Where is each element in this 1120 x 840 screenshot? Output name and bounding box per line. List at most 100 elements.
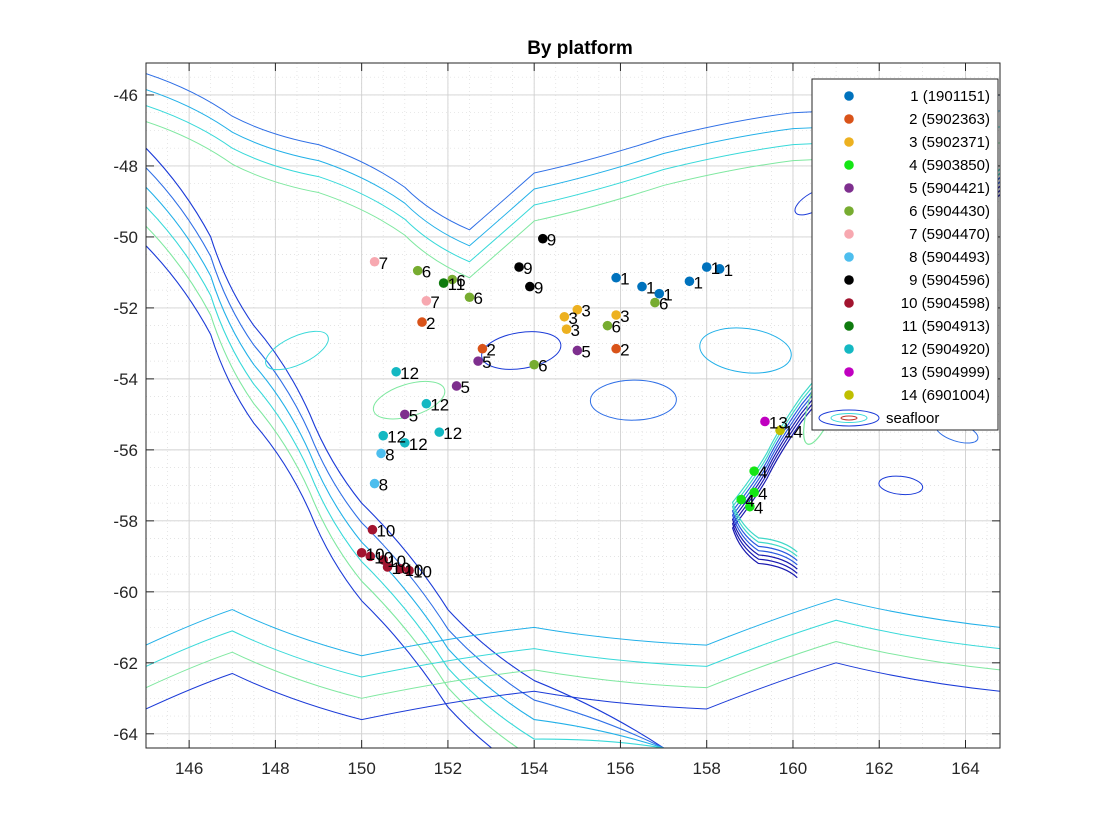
legend: 1 (1901151) 2 (5902363) 3 (5902371) 4 (5903… (811, 78, 999, 431)
x-tick-label: 158 (693, 759, 721, 778)
point-label: 2 (486, 341, 495, 360)
data-point (749, 487, 759, 498)
data-point (736, 494, 747, 505)
data-point (514, 262, 524, 272)
plateau-contour (699, 327, 792, 374)
plateau-contour (265, 330, 329, 371)
data-point (369, 478, 380, 489)
point-label: 5 (409, 406, 418, 425)
point-label: 12 (387, 428, 406, 447)
point-label: 10 (387, 552, 406, 571)
data-point (365, 551, 376, 562)
legend-marker (844, 137, 854, 147)
shelf-contour (146, 89, 1000, 247)
point-label: 6 (456, 272, 465, 291)
point-label: 3 (568, 309, 577, 328)
point-label: 6 (422, 263, 431, 282)
point-label: 10 (366, 545, 385, 564)
point-label: 4 (754, 499, 763, 518)
y-tick-label: -48 (113, 157, 138, 176)
x-tick-label: 148 (261, 759, 289, 778)
shelf-contour (146, 105, 1000, 263)
legend-entry: 8 (5904493) (909, 249, 990, 266)
point-label: 5 (482, 353, 491, 372)
legend-marker (844, 160, 854, 170)
data-point (417, 317, 427, 327)
data-point (434, 427, 445, 437)
legend-marker (844, 275, 854, 285)
point-label: 9 (523, 259, 532, 278)
point-label: 9 (534, 279, 543, 298)
data-point (464, 292, 475, 303)
point-label: 4 (758, 484, 767, 503)
data-point (572, 304, 583, 315)
y-tick-label: -58 (113, 512, 138, 531)
legend-entry: 7 (5904470) (909, 226, 990, 243)
data-point (399, 409, 410, 420)
legend-marker (844, 91, 854, 101)
y-tick-label: -46 (113, 86, 138, 105)
point-label: 2 (620, 341, 629, 360)
data-point (529, 359, 539, 370)
plateau-contour (372, 380, 446, 420)
legend-entry: 9 (5904596) (909, 272, 990, 289)
data-point (611, 343, 621, 354)
legend-entry: 10 (5904598) (901, 295, 990, 312)
seafloor-patch-contour (878, 475, 924, 496)
point-label: 6 (659, 295, 668, 314)
legend-entry: 2 (5902363) (909, 111, 990, 128)
point-label: 4 (758, 463, 767, 482)
data-point (356, 547, 367, 558)
data-point (395, 563, 406, 574)
point-label: 7 (430, 293, 439, 312)
legend-marker (844, 206, 854, 216)
data-point (775, 425, 785, 436)
data-point (473, 356, 483, 366)
data-point (561, 324, 572, 334)
data-point (412, 265, 423, 276)
legend-box (811, 78, 999, 431)
point-label: 1 (620, 270, 629, 289)
data-point (451, 381, 462, 391)
data-point (714, 264, 725, 274)
data-point (525, 281, 535, 292)
point-label: 5 (461, 378, 470, 397)
legend-marker (844, 367, 854, 377)
abyssal-contour (146, 619, 1000, 678)
point-label: 7 (379, 254, 388, 273)
legend-marker (844, 252, 854, 262)
legend-entry: 12 (5904920) (901, 341, 990, 358)
legend-seafloor-icon (818, 409, 880, 427)
data-point (749, 466, 759, 476)
x-tick-label: 162 (865, 759, 893, 778)
legend-marker (844, 321, 854, 331)
axes-box (145, 62, 1001, 749)
point-label: 8 (379, 476, 388, 495)
point-label: 11 (448, 275, 466, 294)
data-point (378, 430, 389, 441)
data-point (745, 501, 755, 512)
data-point (654, 288, 665, 299)
axis-ticks (146, 63, 1000, 748)
data-points (356, 233, 785, 576)
point-label: 8 (385, 445, 394, 464)
shelf-contour (146, 73, 1000, 231)
x-tick-label: 150 (347, 759, 375, 778)
y-tick-label: -56 (113, 441, 138, 460)
data-point (477, 343, 488, 354)
data-point (760, 416, 770, 427)
legend-entry: 1 (1901151) (910, 88, 990, 105)
data-point (650, 297, 660, 308)
y-tick-label: -62 (113, 654, 138, 673)
point-label: 6 (538, 357, 547, 376)
point-label: 14 (784, 422, 803, 441)
legend-marker (844, 390, 854, 400)
y-tick-label: -60 (113, 583, 138, 602)
point-label: 3 (571, 321, 580, 340)
x-tick-label: 146 (175, 759, 203, 778)
shelf-contour (146, 121, 1000, 279)
slope-contour (146, 245, 664, 748)
point-label: 3 (620, 307, 629, 326)
